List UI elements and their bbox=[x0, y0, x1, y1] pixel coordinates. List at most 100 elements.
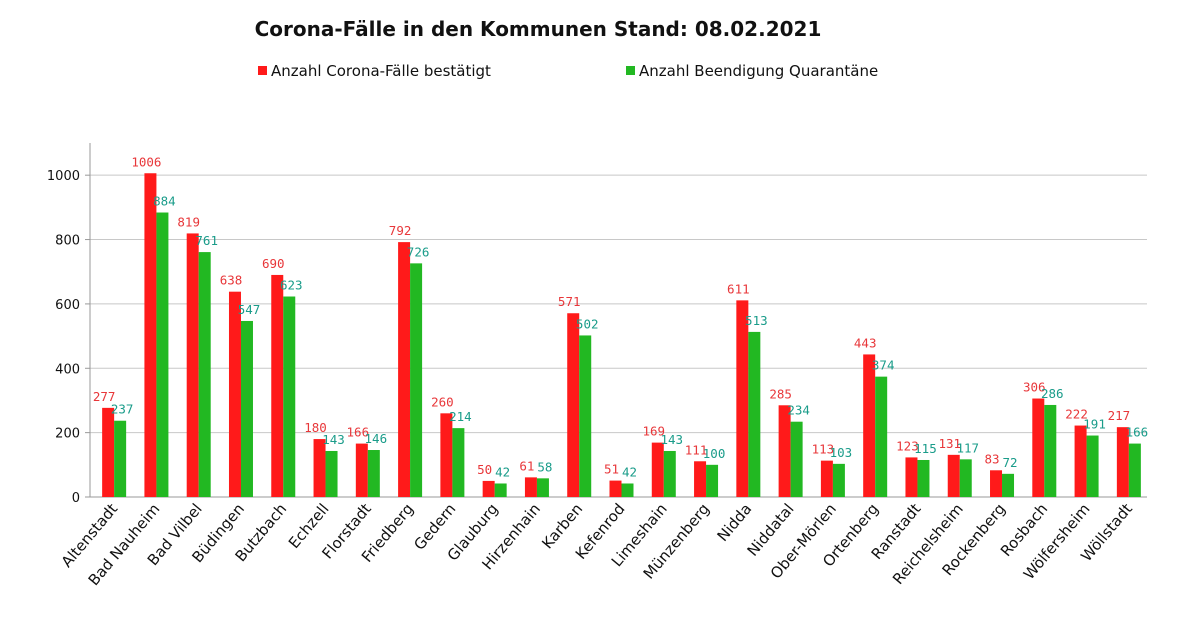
y-tick-label: 0 bbox=[72, 491, 80, 506]
bar-quarantine-ended-3 bbox=[240, 320, 253, 497]
bar-confirmed-14 bbox=[694, 461, 707, 497]
bar-confirmed-16 bbox=[778, 405, 791, 497]
bar-confirmed-8 bbox=[440, 413, 453, 497]
y-tick-label: 1000 bbox=[47, 169, 80, 184]
bar-confirmed-13 bbox=[651, 442, 664, 497]
bar-quarantine-ended-12 bbox=[621, 483, 634, 497]
value-label-quarantine-ended-9: 42 bbox=[495, 464, 510, 479]
value-label-confirmed-6: 166 bbox=[347, 425, 370, 440]
bar-confirmed-19 bbox=[905, 457, 918, 497]
bar-confirmed-6 bbox=[355, 443, 368, 497]
value-label-confirmed-21: 83 bbox=[984, 451, 999, 466]
bar-confirmed-4 bbox=[271, 274, 284, 497]
bar-quarantine-ended-17 bbox=[832, 463, 845, 497]
bar-confirmed-10 bbox=[524, 477, 537, 497]
y-tick-label: 600 bbox=[55, 298, 80, 313]
value-label-quarantine-ended-8: 214 bbox=[449, 409, 472, 424]
value-label-quarantine-ended-10: 58 bbox=[537, 459, 552, 474]
value-label-confirmed-10: 61 bbox=[519, 458, 534, 473]
value-label-quarantine-ended-17: 103 bbox=[830, 445, 853, 460]
value-label-confirmed-15: 611 bbox=[727, 281, 750, 296]
bar-confirmed-5 bbox=[313, 439, 326, 497]
value-label-quarantine-ended-23: 191 bbox=[1083, 417, 1106, 432]
value-label-confirmed-20: 131 bbox=[938, 436, 961, 451]
bar-confirmed-2 bbox=[186, 233, 199, 497]
bar-quarantine-ended-2 bbox=[198, 252, 211, 497]
y-tick-label: 200 bbox=[55, 427, 80, 442]
value-label-confirmed-2: 819 bbox=[177, 214, 200, 229]
bar-quarantine-ended-21 bbox=[1002, 473, 1015, 497]
bar-quarantine-ended-7 bbox=[410, 263, 423, 497]
value-label-confirmed-19: 123 bbox=[896, 438, 919, 453]
bar-quarantine-ended-19 bbox=[917, 459, 930, 497]
value-label-confirmed-17: 113 bbox=[812, 442, 835, 457]
bar-confirmed-12 bbox=[609, 480, 622, 497]
legend-label-1: Anzahl Corona-Fälle bestätigt bbox=[271, 62, 491, 80]
bar-quarantine-ended-6 bbox=[367, 450, 380, 497]
value-label-quarantine-ended-15: 513 bbox=[745, 313, 768, 328]
legend-swatch-2 bbox=[626, 66, 635, 75]
value-label-quarantine-ended-21: 72 bbox=[1002, 455, 1017, 470]
bar-confirmed-22 bbox=[1032, 398, 1045, 497]
bar-quarantine-ended-18 bbox=[875, 376, 888, 497]
value-label-quarantine-ended-18: 374 bbox=[872, 358, 895, 373]
bar-quarantine-ended-15 bbox=[748, 331, 761, 497]
value-label-confirmed-4: 690 bbox=[262, 256, 285, 271]
value-label-confirmed-1: 1006 bbox=[131, 154, 161, 169]
bar-confirmed-21 bbox=[990, 470, 1003, 497]
bar-confirmed-18 bbox=[863, 354, 876, 497]
value-label-quarantine-ended-0: 237 bbox=[111, 402, 134, 417]
value-label-confirmed-14: 111 bbox=[685, 442, 708, 457]
value-label-quarantine-ended-12: 42 bbox=[622, 464, 637, 479]
bars bbox=[102, 173, 1141, 497]
bar-quarantine-ended-16 bbox=[790, 421, 803, 497]
bar-quarantine-ended-8 bbox=[452, 428, 465, 497]
y-tick-label: 400 bbox=[55, 362, 80, 377]
value-label-quarantine-ended-6: 146 bbox=[365, 431, 388, 446]
bar-confirmed-3 bbox=[228, 291, 241, 497]
bar-confirmed-15 bbox=[736, 300, 749, 497]
value-label-confirmed-24: 217 bbox=[1108, 408, 1131, 423]
bar-confirmed-17 bbox=[820, 460, 833, 497]
chart-title: Corona-Fälle in den Kommunen Stand: 08.0… bbox=[255, 17, 822, 41]
value-label-confirmed-11: 571 bbox=[558, 294, 581, 309]
bar-confirmed-9 bbox=[482, 480, 495, 497]
bar-confirmed-23 bbox=[1074, 425, 1087, 497]
value-label-confirmed-0: 277 bbox=[93, 389, 116, 404]
bar-quarantine-ended-13 bbox=[663, 450, 676, 497]
value-label-quarantine-ended-16: 234 bbox=[787, 403, 810, 418]
value-label-confirmed-12: 51 bbox=[604, 462, 619, 477]
value-label-confirmed-22: 306 bbox=[1023, 380, 1046, 395]
value-label-confirmed-18: 443 bbox=[854, 335, 877, 350]
bar-quarantine-ended-14 bbox=[706, 464, 719, 497]
value-label-quarantine-ended-22: 286 bbox=[1041, 386, 1064, 401]
value-label-quarantine-ended-24: 166 bbox=[1126, 425, 1149, 440]
bar-quarantine-ended-1 bbox=[156, 212, 169, 497]
value-label-confirmed-8: 260 bbox=[431, 394, 454, 409]
value-label-quarantine-ended-20: 117 bbox=[956, 440, 979, 455]
value-label-confirmed-23: 222 bbox=[1065, 407, 1088, 422]
value-label-quarantine-ended-11: 502 bbox=[576, 316, 599, 331]
bar-quarantine-ended-23 bbox=[1086, 435, 1099, 497]
legend-swatch-1 bbox=[258, 66, 267, 75]
bar-quarantine-ended-9 bbox=[494, 483, 507, 497]
value-label-quarantine-ended-4: 623 bbox=[280, 278, 303, 293]
x-tick-label: Nidda bbox=[714, 500, 756, 545]
legend-label-2: Anzahl Beendigung Quarantäne bbox=[639, 62, 878, 80]
value-label-quarantine-ended-13: 143 bbox=[660, 432, 683, 447]
bar-confirmed-7 bbox=[398, 242, 411, 497]
value-label-quarantine-ended-5: 143 bbox=[322, 432, 345, 447]
bar-quarantine-ended-20 bbox=[959, 459, 972, 497]
legend: Anzahl Corona-Fälle bestätigt Anzahl Been… bbox=[258, 62, 878, 80]
bar-quarantine-ended-4 bbox=[283, 296, 296, 497]
value-label-confirmed-13: 169 bbox=[642, 424, 665, 439]
value-label-quarantine-ended-2: 761 bbox=[195, 233, 218, 248]
bar-quarantine-ended-0 bbox=[114, 420, 127, 497]
y-tick-label: 800 bbox=[55, 234, 80, 249]
value-label-quarantine-ended-1: 884 bbox=[153, 194, 176, 209]
value-label-quarantine-ended-7: 726 bbox=[407, 244, 430, 259]
bar-confirmed-0 bbox=[102, 407, 115, 497]
